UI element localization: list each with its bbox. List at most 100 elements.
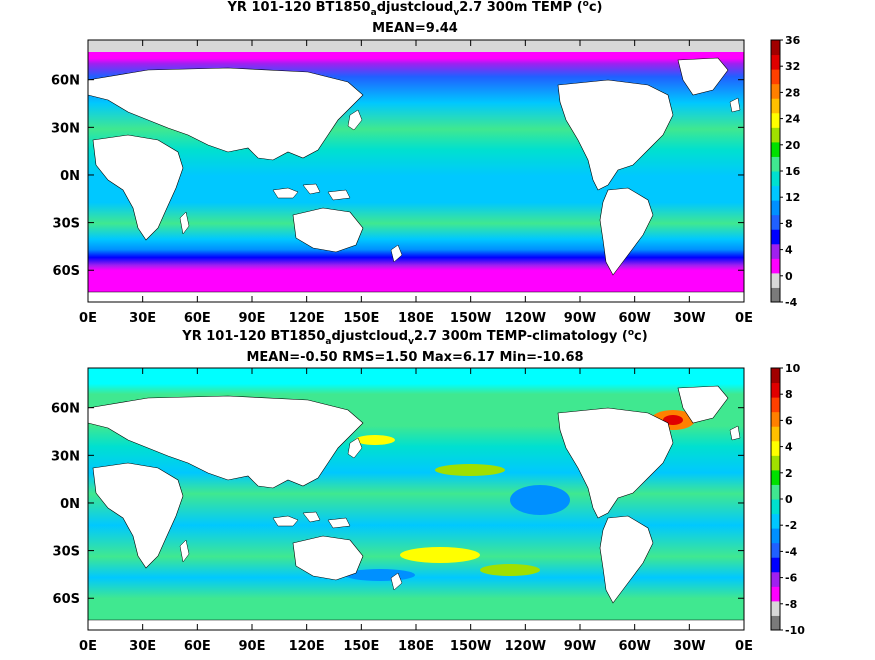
lon-tick-label: 30W	[673, 639, 705, 654]
panel-1-stats: MEAN=9.44	[372, 21, 458, 36]
colorbar-label: -8	[785, 598, 797, 611]
panel-1: YR 101-120 BT1850adjustcloudv2.7 300m TE…	[51, 0, 801, 326]
colorbar-swatch	[771, 258, 780, 274]
colorbar-label: 0	[785, 270, 793, 283]
colorbar-swatch	[771, 397, 780, 413]
colorbar-swatch	[771, 200, 780, 216]
panel-1-lon-axis: 0E 30E 60E 90E 120E 150E 180E 150W 120W 90W 60W 30W…	[79, 40, 753, 326]
lon-tick-label: 0E	[79, 311, 97, 326]
colorbar-label: -4	[785, 545, 798, 558]
colorbar-swatch	[771, 287, 780, 303]
colorbar-label: 10	[785, 362, 801, 375]
colorbar-swatch	[771, 542, 780, 558]
colorbar-swatch	[771, 54, 780, 70]
colorbar-swatch	[771, 112, 780, 128]
panel-1-map	[87, 39, 745, 303]
panel-2-map	[87, 367, 745, 631]
lon-tick-label: 150E	[343, 639, 379, 654]
colorbar-swatch	[771, 586, 780, 602]
lat-tick-label: 30S	[53, 545, 80, 560]
panel-1-lat-axis: 60N 30N 0N 30S 60S	[51, 74, 744, 279]
lon-tick-label: 0E	[735, 311, 753, 326]
colorbar-swatch	[771, 141, 780, 157]
colorbar-label: 6	[785, 414, 793, 427]
colorbar-swatch	[771, 229, 780, 245]
colorbar-swatch	[771, 368, 780, 384]
panel-2: YR 101-120 BT1850adjustcloudv2.7 300m TE…	[51, 328, 805, 654]
lat-tick-label: 60N	[51, 402, 80, 417]
colorbar-swatch	[771, 98, 780, 114]
lat-tick-label: 60S	[53, 592, 80, 607]
lat-tick-label: 60N	[51, 74, 80, 89]
colorbar-swatch	[771, 171, 780, 187]
colorbar-label: -2	[785, 519, 797, 532]
lon-tick-label: 30E	[129, 639, 156, 654]
colorbar-label: 4	[785, 441, 793, 454]
lon-tick-label: 150W	[450, 639, 491, 654]
colorbar-label: -10	[785, 624, 805, 637]
colorbar-label: 28	[785, 86, 800, 99]
colorbar-label: 12	[785, 191, 800, 204]
colorbar-label: -6	[785, 572, 798, 585]
lon-tick-label: 120E	[289, 311, 325, 326]
lon-tick-label: 90W	[564, 639, 596, 654]
colorbar-swatch	[771, 272, 780, 288]
colorbar-swatch	[771, 40, 780, 56]
lat-tick-label: 0N	[60, 169, 80, 184]
colorbar-swatch	[771, 469, 780, 485]
colorbar-label: 32	[785, 60, 800, 73]
colorbar-label: 16	[785, 165, 801, 178]
lon-tick-label: 150E	[343, 311, 379, 326]
colorbar-swatch	[771, 528, 780, 544]
colorbar-label: 8	[785, 217, 793, 230]
lat-tick-label: 60S	[53, 264, 80, 279]
lon-tick-label: 60W	[618, 311, 650, 326]
colorbar-swatch	[771, 156, 780, 172]
lat-tick-label: 30N	[51, 449, 80, 464]
colorbar-swatch	[771, 411, 780, 427]
lat-tick-label: 30S	[53, 217, 80, 232]
colorbar-label: 4	[785, 244, 793, 257]
lon-tick-label: 30W	[673, 311, 705, 326]
lon-tick-label: 90E	[239, 311, 266, 326]
colorbar-label: 8	[785, 388, 793, 401]
lat-tick-label: 0N	[60, 497, 80, 512]
colorbar-swatch	[771, 382, 780, 398]
lon-tick-label: 60E	[184, 311, 211, 326]
colorbar-swatch	[771, 127, 780, 143]
colorbar-swatch	[771, 426, 780, 442]
colorbar-swatch	[771, 243, 780, 259]
colorbar-swatch	[771, 600, 780, 616]
colorbar-swatch	[771, 499, 780, 515]
colorbar-label: 36	[785, 34, 801, 47]
colorbar-swatch	[771, 513, 780, 529]
colorbar-swatch	[771, 571, 780, 587]
colorbar-swatch	[771, 440, 780, 456]
lon-tick-label: 180E	[398, 311, 434, 326]
colorbar-swatch	[771, 214, 780, 230]
lon-tick-label: 0E	[735, 639, 753, 654]
panel-1-colorbar: 36 32 28 24 20 16 12 8 4 0 -4	[770, 34, 801, 309]
lon-tick-label: 180E	[398, 639, 434, 654]
colorbar-swatch	[771, 557, 780, 573]
panel-2-lon-axis: 0E 30E 60E 90E 120E 150E 180E 150W 120W 90W 60W 30W…	[79, 368, 753, 654]
colorbar-label: 20	[785, 139, 801, 152]
colorbar-swatch	[771, 484, 780, 500]
lon-tick-label: 120E	[289, 639, 325, 654]
panel-2-title: YR 101-120 BT1850adjustcloudv2.7 300m TE…	[181, 328, 647, 347]
lon-tick-label: 150W	[450, 311, 491, 326]
lon-tick-label: 30E	[129, 311, 156, 326]
colorbar-swatch	[771, 615, 780, 631]
colorbar-swatch	[771, 455, 780, 471]
colorbar-label: 2	[785, 467, 793, 480]
lon-tick-label: 60E	[184, 639, 211, 654]
lon-tick-label: 60W	[618, 639, 650, 654]
lon-tick-label: 120W	[505, 311, 546, 326]
lon-tick-label: 120W	[505, 639, 546, 654]
panel-1-title: YR 101-120 BT1850adjustcloudv2.7 300m TE…	[227, 0, 603, 18]
colorbar-label: 24	[785, 113, 801, 126]
colorbar-swatch	[771, 69, 780, 85]
panel-2-lat-axis: 60N 30N 0N 30S 60S	[51, 402, 744, 607]
panel-2-stats: MEAN=-0.50 RMS=1.50 Max=6.17 Min=-10.68	[246, 350, 583, 365]
